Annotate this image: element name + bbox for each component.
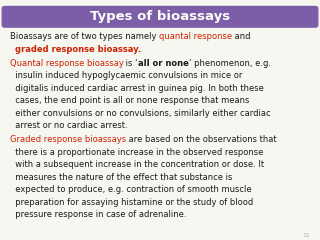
Text: ’ phenomenon, e.g.: ’ phenomenon, e.g. [189, 59, 271, 68]
Text: with a subsequent increase in the concentration or dose. It: with a subsequent increase in the concen… [10, 160, 264, 169]
Text: either convulsions or no convulsions, similarly either cardiac: either convulsions or no convulsions, si… [10, 108, 270, 118]
Text: quantal response: quantal response [159, 32, 232, 41]
Text: all or none: all or none [138, 59, 189, 68]
Text: measures the nature of the effect that substance is: measures the nature of the effect that s… [10, 173, 232, 182]
FancyBboxPatch shape [2, 6, 318, 27]
Text: Quantal response bioassay: Quantal response bioassay [10, 59, 124, 68]
Text: and: and [232, 32, 250, 41]
Text: is ‘: is ‘ [124, 59, 138, 68]
Text: insulin induced hypoglycaemic convulsions in mice or: insulin induced hypoglycaemic convulsion… [10, 71, 242, 80]
Text: graded response bioassay.: graded response bioassay. [15, 45, 141, 54]
Text: expected to produce, e.g. contraction of smooth muscle: expected to produce, e.g. contraction of… [10, 185, 251, 194]
Text: Types of bioassays: Types of bioassays [90, 10, 230, 23]
Text: cases, the end point is all or none response that means: cases, the end point is all or none resp… [10, 96, 249, 105]
Text: there is a proportionate increase in the observed response: there is a proportionate increase in the… [10, 148, 263, 157]
Text: are based on the observations that: are based on the observations that [126, 135, 276, 144]
Text: Bioassays are of two types namely: Bioassays are of two types namely [10, 32, 159, 41]
Text: Graded response bioassays: Graded response bioassays [10, 135, 126, 144]
Text: 11: 11 [303, 233, 310, 238]
Text: preparation for assaying histamine or the study of blood: preparation for assaying histamine or th… [10, 198, 253, 207]
Text: arrest or no cardiac arrest.: arrest or no cardiac arrest. [10, 121, 127, 130]
Text: digitalis induced cardiac arrest in guinea pig. In both these: digitalis induced cardiac arrest in guin… [10, 84, 263, 93]
Text: pressure response in case of adrenaline.: pressure response in case of adrenaline. [10, 210, 186, 219]
